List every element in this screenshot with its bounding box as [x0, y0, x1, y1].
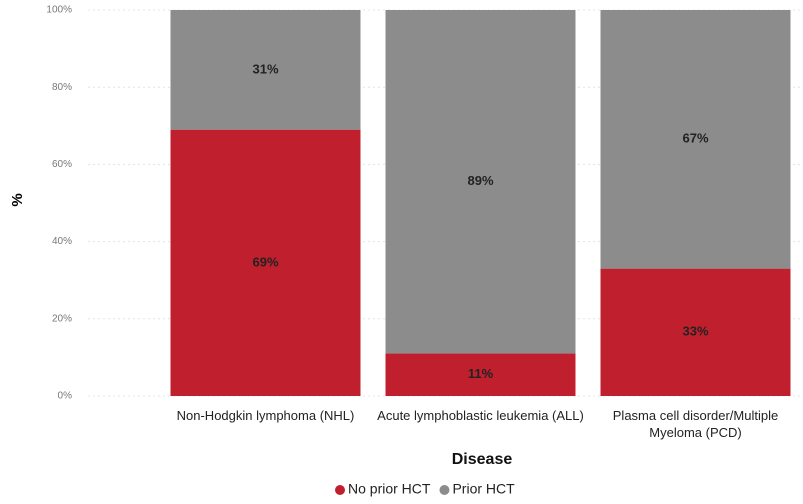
x-tick-label: Plasma cell disorder/Multiple Myeloma (P…	[612, 408, 779, 440]
data-label: 31%	[252, 61, 278, 76]
bar-segment	[170, 129, 361, 396]
data-label: 33%	[682, 324, 708, 339]
data-label: 69%	[252, 254, 278, 269]
legend-label: Prior HCT	[452, 481, 515, 497]
legend-marker	[439, 485, 450, 495]
data-label: 67%	[682, 131, 708, 146]
y-axis-title: %	[9, 193, 26, 206]
bar-segment	[385, 10, 576, 354]
y-tick-label: 40%	[52, 236, 72, 247]
legend-marker	[335, 485, 345, 495]
y-tick-label: 80%	[52, 82, 72, 93]
bar-segment	[600, 268, 791, 396]
bar-segment	[600, 10, 791, 269]
y-tick-label: 0%	[58, 391, 73, 402]
y-tick-label: 60%	[52, 159, 72, 170]
bar-segment	[170, 10, 361, 130]
x-axis-title: Disease	[452, 451, 513, 468]
data-label: 11%	[468, 366, 494, 381]
x-tick-label: Non-Hodgkin lymphoma (NHL)	[176, 408, 355, 423]
x-tick-label: Acute lymphoblastic leukemia (ALL)	[377, 408, 584, 423]
legend-label: No prior HCT	[348, 481, 431, 497]
data-label: 89%	[467, 173, 493, 188]
y-tick-label: 100%	[46, 5, 72, 16]
bar-segment	[385, 353, 576, 396]
y-tick-label: 20%	[52, 313, 72, 324]
